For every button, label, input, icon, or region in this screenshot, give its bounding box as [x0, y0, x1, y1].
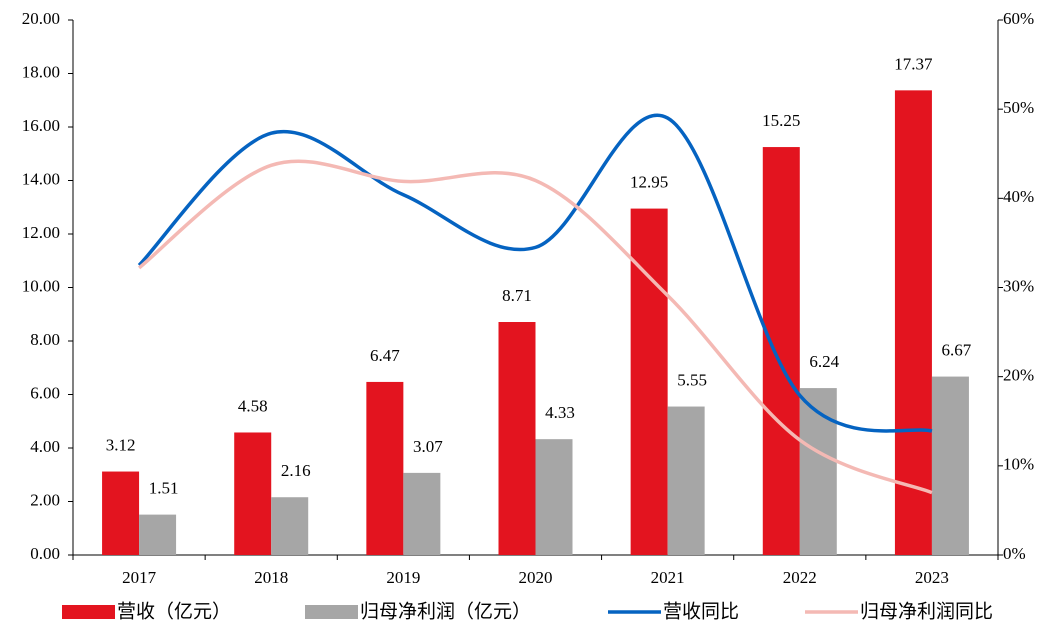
data-label: 6.24 — [809, 352, 839, 371]
legend-swatch — [305, 605, 358, 619]
y-tick-label: 12.00 — [22, 223, 60, 242]
x-tick-label: 2020 — [519, 568, 553, 587]
data-label: 6.67 — [942, 340, 972, 359]
line — [137, 113, 933, 433]
data-label: 6.47 — [370, 346, 400, 365]
y2-tick-label: 10% — [1003, 455, 1034, 474]
y-tick-label: 14.00 — [22, 169, 60, 188]
y-tick-label: 4.00 — [30, 437, 60, 456]
x-tick-label: 2017 — [122, 568, 157, 587]
y2-tick-label: 50% — [1003, 98, 1034, 117]
x-tick-label: 2022 — [783, 568, 817, 587]
y-tick-label: 8.00 — [30, 330, 60, 349]
data-label: 5.55 — [677, 370, 707, 389]
bar — [139, 514, 177, 555]
x-tick-label: 2021 — [651, 568, 685, 587]
bar — [799, 388, 837, 555]
data-label: 1.51 — [149, 479, 179, 498]
legend-label: 归母净利润（亿元） — [360, 601, 531, 623]
data-label: 3.07 — [413, 437, 443, 456]
y2-tick-label: 60% — [1003, 9, 1034, 28]
y2-tick-label: 30% — [1003, 276, 1034, 295]
data-label: 15.25 — [762, 111, 800, 130]
bar — [271, 497, 309, 555]
bar — [403, 472, 441, 555]
data-label: 4.58 — [238, 396, 268, 415]
bar — [102, 471, 140, 555]
data-label: 2.16 — [281, 461, 311, 480]
bar — [762, 147, 800, 555]
bar — [894, 90, 932, 555]
line — [137, 159, 933, 495]
data-label: 3.12 — [106, 435, 136, 454]
y2-tick-label: 0% — [1003, 544, 1026, 563]
bar — [234, 432, 272, 555]
legend-label: 营收同比 — [663, 601, 739, 623]
y-tick-label: 16.00 — [22, 116, 60, 135]
bar — [630, 208, 668, 555]
bar — [498, 322, 536, 555]
x-tick-label: 2023 — [915, 568, 949, 587]
x-tick-label: 2018 — [254, 568, 288, 587]
y-tick-label: 20.00 — [22, 9, 60, 28]
y-tick-label: 10.00 — [22, 276, 60, 295]
bar — [931, 376, 969, 555]
data-label: 4.33 — [545, 403, 575, 422]
bar — [667, 406, 705, 555]
bar — [366, 381, 404, 555]
data-label: 12.95 — [630, 172, 668, 191]
legend-swatch — [62, 605, 115, 619]
y-tick-label: 2.00 — [30, 490, 60, 509]
x-tick-label: 2019 — [386, 568, 420, 587]
y2-tick-label: 40% — [1003, 187, 1034, 206]
data-label: 17.37 — [894, 54, 933, 73]
y2-tick-label: 20% — [1003, 366, 1034, 385]
y-tick-label: 18.00 — [22, 62, 60, 81]
legend-label: 营收（亿元） — [117, 601, 231, 623]
y-tick-label: 0.00 — [30, 544, 60, 563]
legend-label: 归母净利润同比 — [860, 601, 993, 623]
data-label: 8.71 — [502, 286, 532, 305]
y-tick-label: 6.00 — [30, 383, 60, 402]
bar — [535, 439, 573, 555]
